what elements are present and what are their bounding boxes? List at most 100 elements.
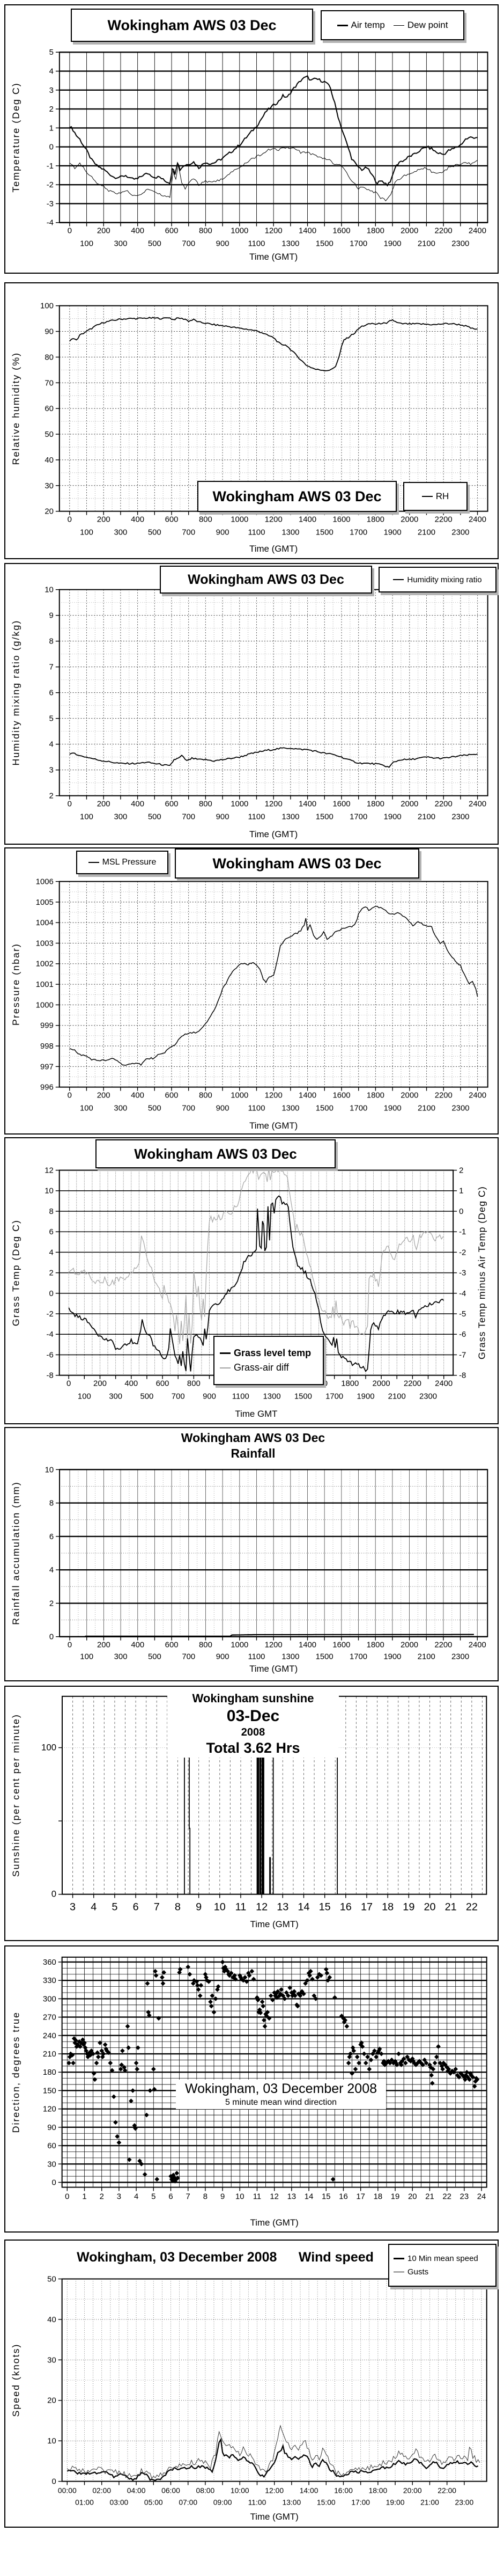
legend-item: Grass-air diff	[220, 1362, 289, 1373]
svg-text:900: 900	[216, 528, 229, 537]
svg-text:-7: -7	[459, 1351, 466, 1359]
svg-text:600: 600	[165, 1092, 179, 1100]
svg-text:05:00: 05:00	[144, 2498, 163, 2506]
svg-text:20: 20	[45, 508, 54, 516]
svg-text:2200: 2200	[435, 516, 453, 524]
legend-item: Grass level temp	[220, 1348, 311, 1359]
svg-text:7: 7	[154, 1901, 160, 1913]
svg-text:Time (GMT): Time (GMT)	[249, 829, 298, 839]
svg-text:-5: -5	[459, 1310, 466, 1319]
legend-label: Grass level temp	[234, 1348, 312, 1358]
svg-text:400: 400	[131, 800, 144, 809]
svg-text:-4: -4	[459, 1290, 466, 1298]
svg-text:2100: 2100	[418, 1652, 435, 1661]
svg-text:500: 500	[148, 813, 161, 821]
svg-text:100: 100	[80, 239, 93, 248]
svg-text:3: 3	[49, 766, 54, 775]
svg-text:Grass Temp minus Air Temp (Deg: Grass Temp minus Air Temp (Deg C)	[477, 1186, 487, 1359]
svg-text:3: 3	[49, 86, 54, 95]
grass-temp-plot: -8-6-4-2024681012-8-7-6-5-4-3-2-10120100…	[10, 1167, 487, 1419]
svg-text:10: 10	[45, 586, 54, 595]
svg-text:1700: 1700	[350, 1652, 367, 1661]
legend-label: Gusts	[407, 2267, 429, 2277]
svg-text:600: 600	[156, 1380, 169, 1388]
svg-text:1500: 1500	[316, 239, 333, 248]
svg-text:23:00: 23:00	[455, 2498, 473, 2506]
svg-text:150: 150	[43, 2087, 56, 2095]
svg-text:200: 200	[97, 800, 110, 809]
svg-text:400: 400	[131, 516, 144, 524]
svg-text:1001: 1001	[36, 980, 54, 989]
svg-text:40: 40	[45, 456, 54, 465]
svg-text:6: 6	[168, 2192, 173, 2201]
svg-text:1700: 1700	[350, 1104, 367, 1113]
svg-text:5: 5	[151, 2192, 155, 2201]
svg-text:6: 6	[49, 689, 54, 698]
svg-text:200: 200	[97, 516, 110, 524]
svg-text:900: 900	[216, 813, 229, 821]
svg-text:1300: 1300	[281, 1652, 299, 1661]
svg-text:800: 800	[199, 227, 212, 236]
svg-text:1700: 1700	[350, 528, 367, 537]
svg-text:-8: -8	[47, 1372, 54, 1380]
svg-text:2200: 2200	[435, 227, 453, 236]
svg-text:1500: 1500	[316, 1104, 333, 1113]
svg-text:1900: 1900	[384, 528, 402, 537]
chart-legend: Air temp Dew point	[321, 10, 464, 40]
svg-text:2200: 2200	[404, 1380, 421, 1388]
svg-text:800: 800	[187, 1380, 201, 1388]
svg-text:996: 996	[40, 1084, 54, 1092]
svg-text:1700: 1700	[350, 239, 367, 248]
svg-text:2100: 2100	[418, 239, 435, 248]
svg-text:1300: 1300	[281, 1104, 299, 1113]
svg-text:4: 4	[134, 2192, 138, 2201]
svg-text:8: 8	[203, 2192, 207, 2201]
svg-text:Grass Temp (Deg C): Grass Temp (Deg C)	[10, 1219, 21, 1326]
svg-text:800: 800	[199, 516, 212, 524]
pressure-plot: 9969979989991000100110021003100410051006…	[10, 877, 488, 1131]
svg-text:1000: 1000	[36, 1001, 54, 1009]
chart-legend: RH	[403, 482, 468, 511]
svg-text:240: 240	[43, 2032, 56, 2040]
svg-text:1100: 1100	[248, 528, 265, 537]
svg-text:1500: 1500	[316, 528, 333, 537]
svg-text:1700: 1700	[325, 1392, 343, 1401]
svg-text:1900: 1900	[357, 1392, 374, 1401]
svg-text:210: 210	[43, 2050, 56, 2059]
svg-text:100: 100	[40, 302, 54, 311]
svg-text:Speed (knots): Speed (knots)	[10, 2344, 21, 2417]
svg-text:0: 0	[68, 516, 72, 524]
svg-text:15:00: 15:00	[317, 2498, 336, 2506]
svg-text:2400: 2400	[469, 1092, 486, 1100]
svg-text:80: 80	[45, 353, 54, 362]
svg-text:6: 6	[49, 1228, 54, 1236]
svg-text:1500: 1500	[316, 813, 333, 821]
svg-text:Time GMT: Time GMT	[235, 1409, 277, 1419]
svg-text:2000: 2000	[401, 1092, 418, 1100]
svg-text:18: 18	[374, 2192, 383, 2201]
svg-text:100: 100	[41, 1742, 56, 1752]
svg-text:12: 12	[270, 2192, 279, 2201]
svg-text:20: 20	[47, 2397, 56, 2405]
svg-text:200: 200	[97, 1641, 110, 1650]
svg-text:1100: 1100	[248, 1652, 265, 1661]
svg-text:1004: 1004	[36, 919, 54, 927]
svg-text:1200: 1200	[265, 1092, 283, 1100]
chart-title: Wokingham AWS 03 Dec	[175, 848, 419, 879]
svg-text:20: 20	[408, 2192, 417, 2201]
svg-text:02:00: 02:00	[92, 2486, 111, 2494]
svg-text:2400: 2400	[469, 1641, 486, 1650]
svg-text:600: 600	[165, 1641, 179, 1650]
svg-text:1300: 1300	[281, 528, 299, 537]
svg-text:300: 300	[43, 1995, 56, 2003]
svg-text:1800: 1800	[367, 227, 384, 236]
svg-text:700: 700	[182, 813, 195, 821]
svg-text:04:00: 04:00	[127, 2486, 146, 2494]
svg-text:-4: -4	[47, 1330, 54, 1339]
chart-year: 2008	[241, 1726, 265, 1738]
svg-text:2200: 2200	[435, 800, 453, 809]
svg-text:90: 90	[45, 328, 54, 336]
legend-label: Dew point	[407, 20, 448, 30]
svg-text:500: 500	[148, 1104, 161, 1113]
svg-text:2300: 2300	[451, 528, 469, 537]
